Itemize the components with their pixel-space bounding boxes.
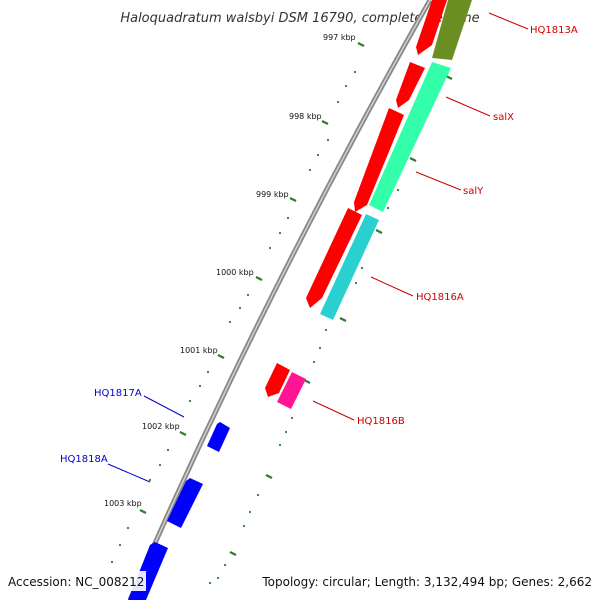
gene-HQ1813A-cds[interactable] [416,0,447,55]
forward-cds-track [265,0,447,397]
outer-tick-track [110,70,357,564]
accession-text: Accession: NC_008212 [8,575,144,589]
gene-label-salX[interactable]: salX [493,112,514,123]
gene-salX-cds[interactable] [396,62,425,108]
feature-HQ1813A[interactable] [432,0,472,60]
tick-label-1002: 1002 kbp [142,422,180,431]
genome-summary-text: Topology: circular; Length: 3,132,494 bp… [261,575,592,589]
gene-label-salY[interactable]: salY [463,186,484,197]
genome-backbone-highlight [129,0,431,600]
tick-label-1000: 1000 kbp [216,268,254,277]
gene-label-HQ1816A[interactable]: HQ1816A [416,292,464,303]
footer-backdrop-left [4,571,146,591]
tick-label-1001: 1001 kbp [180,346,218,355]
gene-label-HQ1813A[interactable]: HQ1813A [530,25,578,36]
tick-label-998: 998 kbp [289,112,322,121]
map-title: Haloquadratum walsbyi DSM 16790, complet… [120,11,479,26]
gene-HQ1816B-cds[interactable] [265,363,290,397]
tick-label-997: 997 kbp [323,33,356,42]
gene-HQ1817A-cds[interactable] [207,422,230,452]
tick-label-999: 999 kbp [256,190,289,199]
gene-label-HQ1817A[interactable]: HQ1817A [94,388,142,399]
outer-major-ticks [139,42,365,514]
gene-label-HQ1818A[interactable]: HQ1818A [60,454,108,465]
gene-HQ1818A-cds[interactable] [167,478,203,528]
feature-HQ1816A[interactable] [320,214,379,320]
feature-HQ1816B[interactable] [277,372,306,409]
gene-HQ1816A-cds[interactable] [306,208,362,308]
tick-label-1003: 1003 kbp [104,499,142,508]
footer-backdrop-right [258,571,596,591]
label-leaders [107,12,529,483]
gene-label-HQ1816B[interactable]: HQ1816B [357,416,405,427]
gene-salY-cds[interactable] [354,108,404,212]
feature-track [277,0,472,409]
feature-salX[interactable] [369,62,451,212]
